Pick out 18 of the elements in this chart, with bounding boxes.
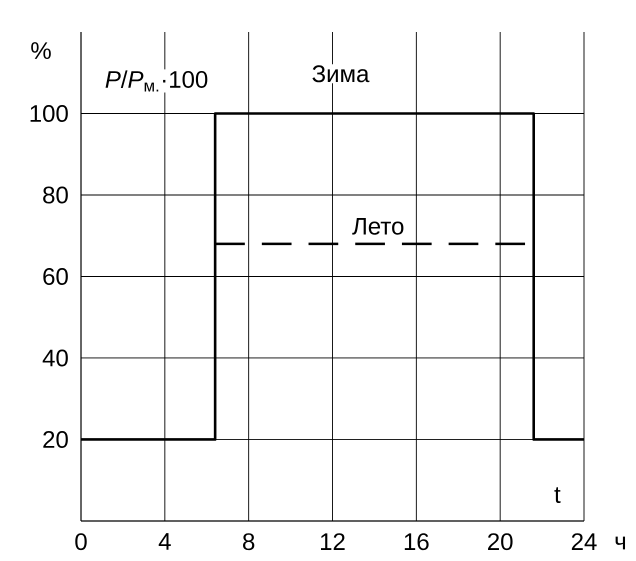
series-label: Лето — [352, 218, 404, 235]
x-tick-label: 20 — [488, 533, 513, 550]
x-axis-title: t — [554, 487, 561, 504]
y-tick-label: 20 — [43, 431, 68, 448]
x-tick-label: 0 — [75, 533, 87, 550]
series-label: Зима — [312, 65, 370, 82]
annotation: P/P$_{м.}$·100 — [106, 70, 208, 92]
x-tick-label: 12 — [320, 533, 345, 550]
y-axis-title: % — [31, 42, 51, 59]
y-tick-label: 40 — [42, 350, 68, 366]
text: ч — [616, 536, 626, 550]
y-tick-label: 60 — [43, 268, 68, 285]
x-tick-label: 4 — [158, 533, 171, 550]
y-tick-label: 100 — [30, 105, 68, 122]
x-tick-label: 16 — [404, 533, 429, 550]
x-tick-label: 24 — [572, 533, 597, 550]
x-tick-label: 8 — [243, 533, 254, 550]
y-tick-label: 80 — [43, 186, 68, 204]
